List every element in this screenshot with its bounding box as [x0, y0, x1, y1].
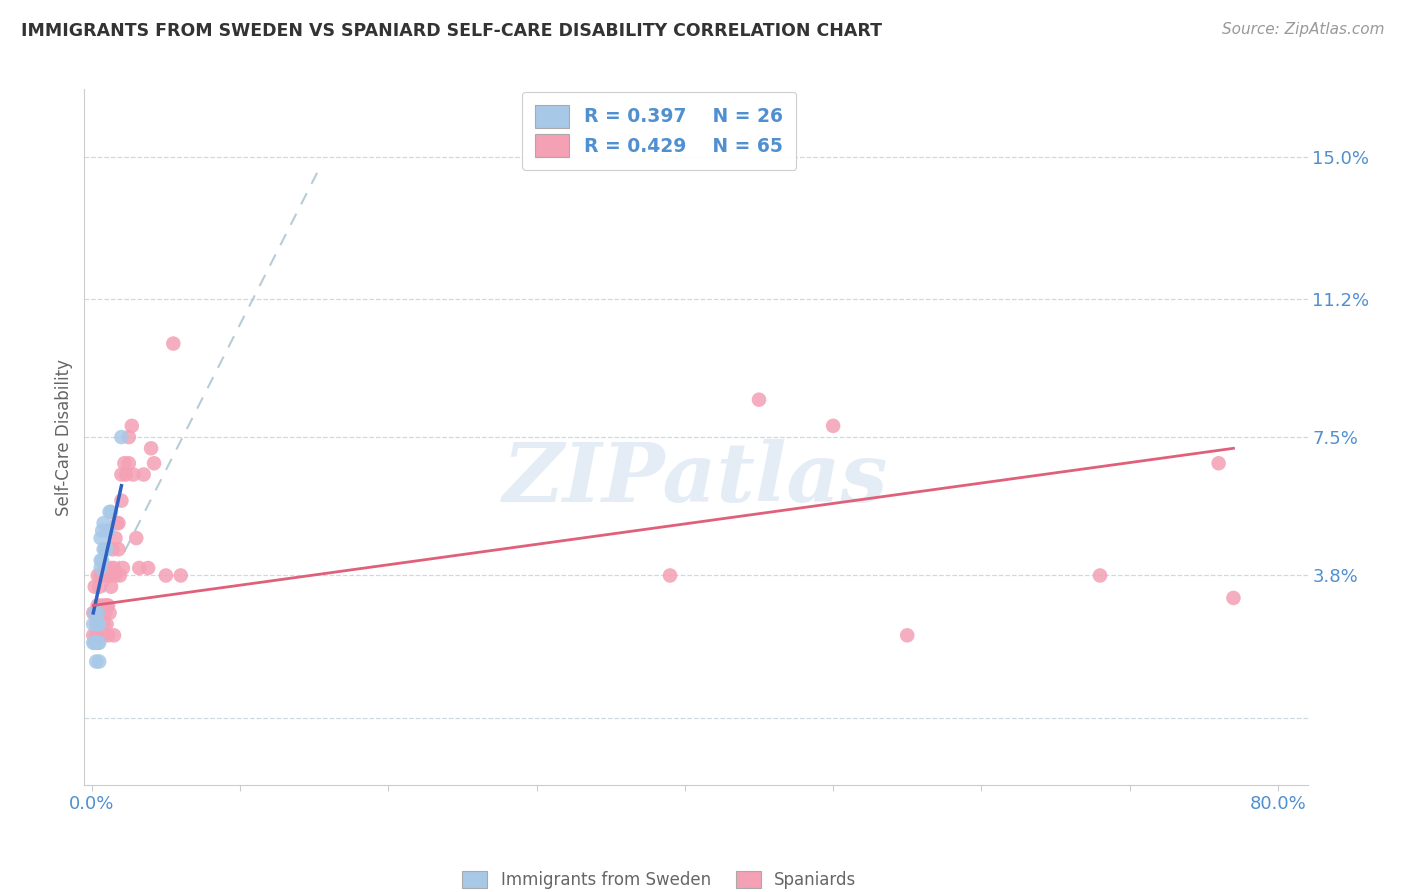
Point	[104, 568, 127, 582]
Point	[103, 628, 125, 642]
Point	[89, 617, 111, 632]
Point	[86, 606, 108, 620]
Point	[101, 542, 124, 557]
Point	[125, 531, 148, 545]
Point	[111, 561, 134, 575]
Point	[136, 561, 159, 575]
Point	[86, 617, 108, 632]
Point	[97, 524, 120, 538]
Point	[97, 599, 120, 613]
Text: Source: ZipAtlas.com: Source: ZipAtlas.com	[1222, 22, 1385, 37]
Point	[110, 430, 132, 444]
Point	[82, 617, 104, 632]
Point	[107, 542, 129, 557]
Point	[89, 580, 111, 594]
Point	[89, 628, 111, 642]
Point	[83, 606, 105, 620]
Point	[107, 516, 129, 530]
Point	[84, 617, 107, 632]
Point	[90, 568, 112, 582]
Point	[90, 531, 112, 545]
Point	[94, 542, 117, 557]
Point	[86, 568, 108, 582]
Point	[91, 553, 114, 567]
Point	[1222, 591, 1244, 605]
Point	[896, 628, 918, 642]
Point	[93, 516, 115, 530]
Point	[82, 636, 104, 650]
Point	[84, 628, 107, 642]
Point	[97, 628, 120, 642]
Point	[108, 568, 131, 582]
Legend: Immigrants from Sweden, Spaniards: Immigrants from Sweden, Spaniards	[454, 863, 865, 892]
Point	[143, 456, 166, 470]
Point	[96, 542, 118, 557]
Point	[90, 553, 112, 567]
Point	[748, 392, 770, 407]
Point	[93, 617, 115, 632]
Point	[1208, 456, 1230, 470]
Point	[89, 617, 111, 632]
Point	[93, 542, 115, 557]
Text: ZIPatlas: ZIPatlas	[503, 439, 889, 519]
Point	[86, 599, 108, 613]
Point	[132, 467, 155, 482]
Point	[110, 493, 132, 508]
Point	[90, 561, 112, 575]
Point	[118, 430, 141, 444]
Point	[128, 561, 150, 575]
Point	[115, 467, 138, 482]
Point	[122, 467, 145, 482]
Point	[110, 467, 132, 482]
Point	[90, 606, 112, 620]
Point	[84, 606, 107, 620]
Point	[83, 636, 105, 650]
Point	[98, 505, 121, 519]
Point	[86, 617, 108, 632]
Point	[155, 568, 177, 582]
Point	[91, 628, 114, 642]
Point	[89, 636, 111, 650]
Point	[83, 606, 105, 620]
Y-axis label: Self-Care Disability: Self-Care Disability	[55, 359, 73, 516]
Point	[84, 636, 107, 650]
Point	[100, 505, 122, 519]
Point	[82, 606, 104, 620]
Point	[96, 599, 118, 613]
Point	[90, 628, 112, 642]
Point	[96, 617, 118, 632]
Point	[1088, 568, 1111, 582]
Text: IMMIGRANTS FROM SWEDEN VS SPANIARD SELF-CARE DISABILITY CORRELATION CHART: IMMIGRANTS FROM SWEDEN VS SPANIARD SELF-…	[21, 22, 882, 40]
Point	[94, 606, 117, 620]
Point	[89, 655, 111, 669]
Point	[103, 561, 125, 575]
Point	[170, 568, 193, 582]
Point	[118, 456, 141, 470]
Point	[91, 599, 114, 613]
Point	[83, 580, 105, 594]
Point	[100, 561, 122, 575]
Point	[93, 568, 115, 582]
Point	[96, 568, 118, 582]
Point	[139, 442, 162, 456]
Point	[105, 516, 128, 530]
Point	[162, 336, 184, 351]
Point	[100, 580, 122, 594]
Point	[121, 418, 143, 433]
Point	[112, 456, 135, 470]
Point	[98, 606, 121, 620]
Point	[82, 628, 104, 642]
Point	[91, 568, 114, 582]
Point	[84, 655, 107, 669]
Point	[823, 418, 845, 433]
Point	[86, 636, 108, 650]
Point	[91, 524, 114, 538]
Point	[104, 531, 127, 545]
Point	[659, 568, 682, 582]
Point	[94, 561, 117, 575]
Point	[98, 568, 121, 582]
